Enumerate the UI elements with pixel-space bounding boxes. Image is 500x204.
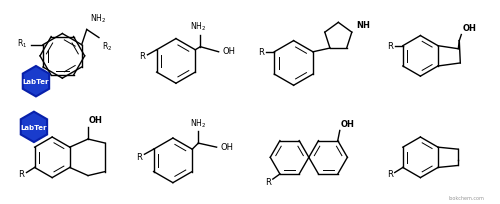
Text: NH$_2$: NH$_2$ [190, 117, 206, 129]
Polygon shape [23, 67, 49, 97]
Text: R: R [136, 152, 142, 161]
Text: R$_2$: R$_2$ [102, 40, 113, 53]
Text: OH: OH [341, 120, 354, 129]
Text: lookchem.com: lookchem.com [448, 195, 484, 200]
Text: LabTer: LabTer [20, 124, 47, 130]
Text: OH: OH [220, 142, 234, 151]
Text: LabTer: LabTer [22, 79, 49, 85]
Text: R: R [18, 169, 24, 178]
Text: R: R [265, 177, 271, 186]
Text: NH: NH [356, 21, 370, 30]
Text: R: R [387, 169, 392, 178]
Text: NH$_2$: NH$_2$ [90, 13, 106, 25]
Text: R$_1$: R$_1$ [16, 37, 27, 50]
Text: R: R [387, 42, 392, 51]
Text: OH: OH [462, 24, 476, 33]
Text: NH$_2$: NH$_2$ [190, 21, 206, 33]
Polygon shape [21, 112, 47, 142]
Text: OH: OH [89, 115, 103, 124]
Text: OH: OH [222, 47, 235, 56]
Text: R: R [258, 48, 264, 57]
Text: R: R [140, 52, 145, 61]
